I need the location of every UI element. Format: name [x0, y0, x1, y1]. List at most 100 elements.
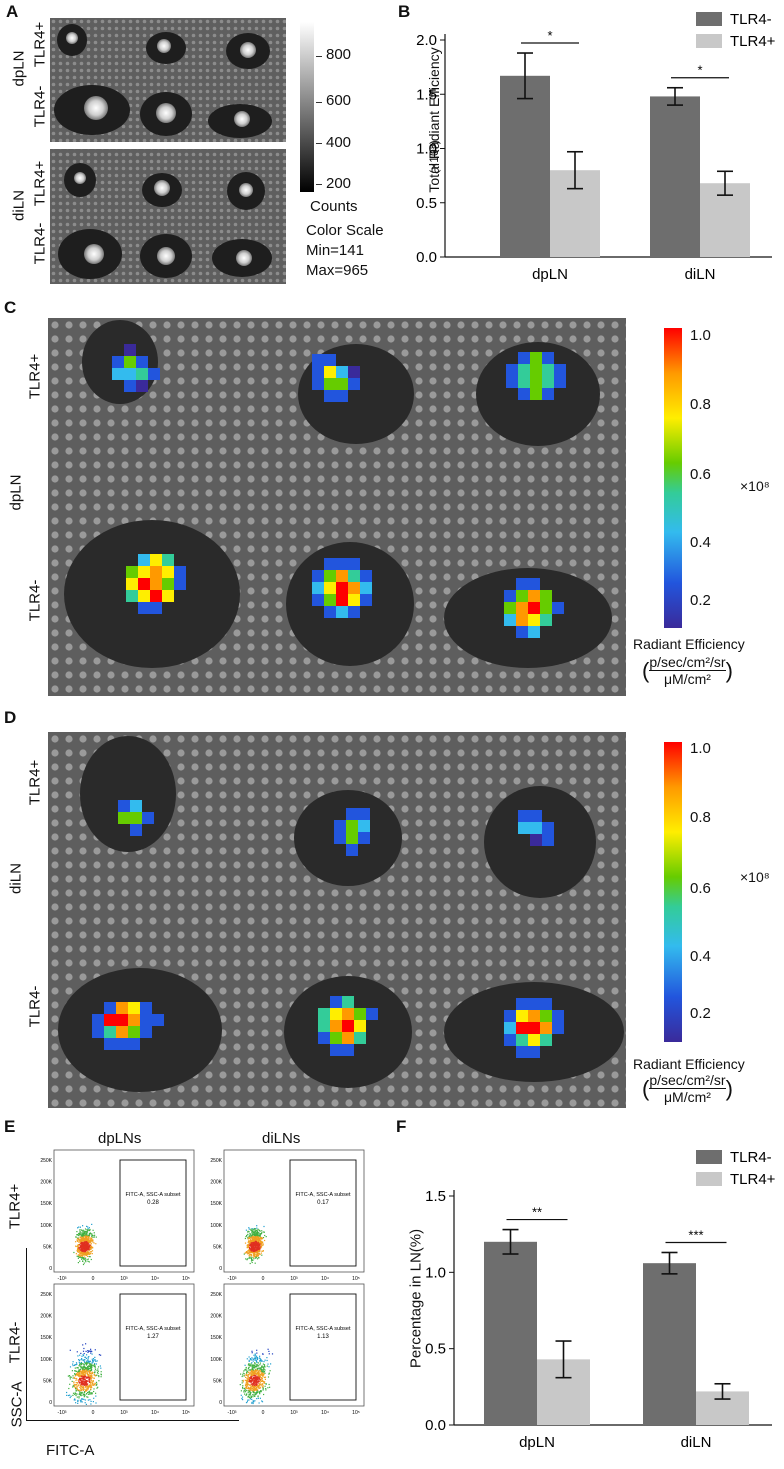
- panel-c-signal-4-1-2: [336, 570, 348, 582]
- panel-d-image: [48, 732, 626, 1108]
- panel-c-signal-2-2-1: [518, 376, 530, 388]
- flow-plot-3-ytick-2: 150K: [210, 1335, 222, 1341]
- flow-plot-1-xtick-4: 10⁵: [352, 1276, 360, 1282]
- panel-c-signal-1-1-3: [348, 366, 360, 378]
- panel-d-signal-2-2-1: [530, 834, 542, 846]
- flow-plot-1-ytick-5: 0: [219, 1266, 222, 1272]
- panel-d-colorbar: [664, 742, 682, 1042]
- panel-a-counts: Counts: [310, 198, 358, 215]
- flow-plot-2-events: [66, 1343, 102, 1405]
- panel-a-row-pos-2: TLR4+: [31, 160, 49, 207]
- panel-d-signal-5-4-2: [528, 1046, 540, 1058]
- panel-d-signal-2-2-2: [542, 834, 554, 846]
- chart-f-legend-swatch-1: [696, 1172, 722, 1186]
- chart-f-xlabel-0: dpLN: [519, 1434, 555, 1451]
- panel-c-tick-02: 0.2: [690, 592, 711, 609]
- panel-c-signal-2-2-4: [554, 376, 566, 388]
- panel-c-signal-2-1-0: [506, 364, 518, 376]
- panel-d-signal-1-1-2: [358, 820, 370, 832]
- panel-d-signal-3-2-4: [140, 1026, 152, 1038]
- panel-c-signal-4-2-1: [324, 582, 336, 594]
- flow-plot-0-xtick-3: 10⁴: [151, 1276, 159, 1282]
- panel-d-signal-4-2-1: [330, 1020, 342, 1032]
- panel-c-signal-3-2-2: [150, 578, 162, 590]
- panel-d-signal-5-2-2: [528, 1022, 540, 1034]
- panel-c-signal-1-1-0: [312, 366, 324, 378]
- flow-plot-3-ytick-5: 0: [219, 1400, 222, 1406]
- panel-d-signal-0-0-1: [130, 800, 142, 812]
- panel-e-xaxis: FITC-A: [46, 1442, 95, 1459]
- flow-plot-3-gate-label: FITC-A, SSC-A subset: [295, 1326, 350, 1332]
- panel-c-signal-1-2-2: [336, 378, 348, 390]
- panel-a-colorbar-ticks: [316, 22, 328, 192]
- panel-d-signal-0-2-1: [130, 824, 142, 836]
- flow-plot-1-gate: [289, 1159, 357, 1267]
- panel-c-signal-5-0-2: [528, 578, 540, 590]
- chart-b-bar-0-0: [500, 75, 550, 258]
- panel-c-signal-3-4-2: [150, 602, 162, 614]
- panel-a-tick-400: 400: [326, 134, 352, 151]
- flow-plot-2-xtick-0: -10³: [58, 1410, 67, 1416]
- flow-plot-3-xtick-3: 10⁴: [321, 1410, 329, 1416]
- panel-c-signal-4-2-2: [336, 582, 348, 594]
- panel-a-row-neg-2: TLR4-: [31, 222, 49, 265]
- panel-a-row-pos-1: TLR4+: [31, 21, 49, 68]
- panel-d-signal-4-4-2: [342, 1044, 354, 1056]
- panel-c-signal-3-1-4: [174, 566, 186, 578]
- panel-e-flow-plots: 250K 200K 150K 100K 50K 0 -10³ 0 10³ 10⁴ 10⁵ FITC-A…: [40, 1149, 365, 1416]
- panel-c-signal-4-1-3: [348, 570, 360, 582]
- panel-e-col-diln: diLNs: [262, 1130, 301, 1147]
- panel-c-signal-5-3-3: [540, 614, 552, 626]
- panel-d-signal-3-0-2: [116, 1002, 128, 1014]
- flow-plot-3-ytick-1: 200K: [210, 1314, 222, 1320]
- panel-d-tick-04: 0.4: [690, 948, 711, 965]
- flow-plot-0-ytick-5: 0: [49, 1266, 52, 1272]
- panel-c-tick-06: 0.6: [690, 466, 711, 483]
- panel-d-signal-1-1-0: [334, 820, 346, 832]
- panel-c-signal-2-0-2: [530, 352, 542, 364]
- panel-c-row-pos: TLR4+: [26, 353, 44, 400]
- flow-plot-2-xtick-1: 0: [92, 1410, 95, 1416]
- panel-c-signal-1-0-0: [312, 354, 324, 366]
- panel-d-signal-5-3-3: [540, 1034, 552, 1046]
- panel-c-signal-4-3-0: [312, 594, 324, 606]
- panel-c-signal-3-0-3: [162, 554, 174, 566]
- flow-plot-2-gate-value: 1.27: [147, 1334, 159, 1340]
- panel-d-signal-0-1-0: [118, 812, 130, 824]
- flow-plot-2-xtick-4: 10⁵: [182, 1410, 190, 1416]
- chart-f-bar-1-0: [643, 1263, 696, 1425]
- panel-c-signal-4-2-0: [312, 582, 324, 594]
- panel-a-tick-600: 600: [326, 92, 352, 109]
- chart-b-ytick-label-0: 0.0: [416, 249, 437, 266]
- flow-plot-0-ytick-4: 50K: [43, 1244, 53, 1250]
- panel-c-signal-0-1-1: [124, 356, 136, 368]
- panel-c-signal-3-3-0: [126, 590, 138, 602]
- chart-b-bar-1-0: [650, 96, 700, 257]
- panel-c-letter: C: [4, 298, 17, 317]
- flow-plot-0: [53, 1149, 195, 1273]
- panel-d-signal-5-2-0: [504, 1022, 516, 1034]
- flow-plot-2-gate-label: FITC-A, SSC-A subset: [125, 1326, 180, 1332]
- panel-d-signal-2-0-1: [530, 810, 542, 822]
- panel-c-signal-3-1-3: [162, 566, 174, 578]
- panel-c-signal-3-1-0: [126, 566, 138, 578]
- flow-plot-3-ytick-4: 50K: [213, 1378, 223, 1384]
- flow-plot-1-gate-label: FITC-A, SSC-A subset: [295, 1192, 350, 1198]
- panel-c-signal-4-0-3: [348, 558, 360, 570]
- panel-d-signal-4-0-1: [330, 996, 342, 1008]
- panel-e-axis-frame: [26, 1248, 239, 1421]
- panel-d-signal-5-3-2: [528, 1034, 540, 1046]
- chart-f-xlabel-1: diLN: [681, 1434, 712, 1451]
- panel-c-row-neg: TLR4-: [26, 579, 44, 622]
- panel-d-signal-3-1-3: [128, 1014, 140, 1026]
- panel-d-signal-5-1-2: [528, 1010, 540, 1022]
- panel-d-signal-4-3-2: [342, 1032, 354, 1044]
- panel-d-signal-2-0-0: [518, 810, 530, 822]
- panel-c-signal-3-1-1: [138, 566, 150, 578]
- panel-c-signal-3-0-2: [150, 554, 162, 566]
- panel-d-cb-unit-den: μM/cm²: [663, 1089, 711, 1105]
- panel-c-signal-5-0-1: [516, 578, 528, 590]
- panel-d-signal-3-0-1: [104, 1002, 116, 1014]
- panel-c-signal-4-1-1: [324, 570, 336, 582]
- panel-d-signal-3-3-2: [116, 1038, 128, 1050]
